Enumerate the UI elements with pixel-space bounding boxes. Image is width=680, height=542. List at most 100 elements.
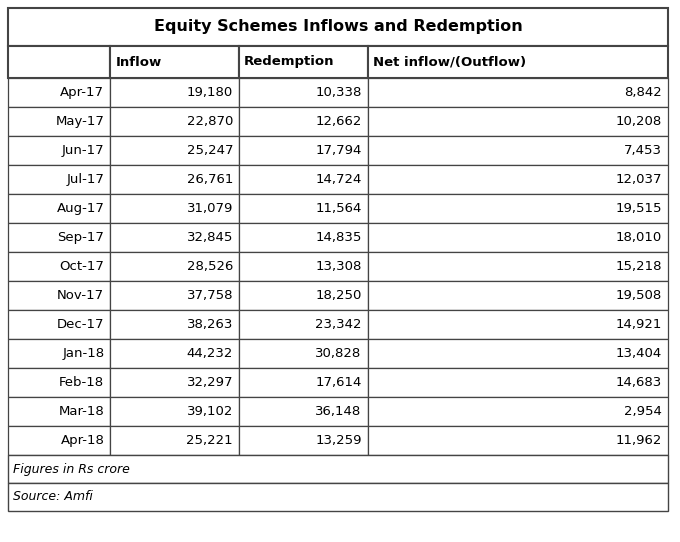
Bar [110,252,239,281]
Bar [368,339,668,368]
Text: 39,102: 39,102 [186,405,233,418]
Bar [368,165,668,194]
Bar [8,368,110,397]
Bar [8,310,110,339]
Text: 38,263: 38,263 [186,318,233,331]
Text: Nov-17: Nov-17 [57,289,104,302]
Bar [239,165,368,194]
Text: 10,208: 10,208 [616,115,662,128]
Bar [8,107,110,136]
Bar [8,223,110,252]
Bar [239,194,368,223]
Text: Aug-17: Aug-17 [56,202,104,215]
Bar [110,78,239,107]
Bar [239,426,368,455]
Text: 13,259: 13,259 [316,434,362,447]
Bar [8,136,110,165]
Bar [368,78,668,107]
Text: 36,148: 36,148 [316,405,362,418]
Text: 32,297: 32,297 [186,376,233,389]
Bar [368,310,668,339]
Text: May-17: May-17 [56,115,104,128]
Bar [239,223,368,252]
Bar [8,8,668,46]
Text: 11,962: 11,962 [615,434,662,447]
Text: 31,079: 31,079 [186,202,233,215]
Bar [110,107,239,136]
Text: 22,870: 22,870 [186,115,233,128]
Text: 12,037: 12,037 [615,173,662,186]
Text: Net inflow/(Outflow): Net inflow/(Outflow) [373,55,526,68]
Bar [368,281,668,310]
Text: Dec-17: Dec-17 [57,318,104,331]
Text: 14,835: 14,835 [316,231,362,244]
Bar [239,78,368,107]
Bar [110,194,239,223]
Bar [368,252,668,281]
Bar [368,46,668,78]
Bar [239,310,368,339]
Bar [8,46,110,78]
Text: Sep-17: Sep-17 [57,231,104,244]
Text: Jun-17: Jun-17 [62,144,104,157]
Text: 19,508: 19,508 [616,289,662,302]
Text: 30,828: 30,828 [316,347,362,360]
Text: 19,180: 19,180 [187,86,233,99]
Text: 28,526: 28,526 [186,260,233,273]
Bar [8,78,110,107]
Text: 18,250: 18,250 [316,289,362,302]
Bar [239,339,368,368]
Text: Mar-18: Mar-18 [58,405,104,418]
Text: 25,221: 25,221 [186,434,233,447]
Bar [239,136,368,165]
Bar [368,368,668,397]
Bar [110,339,239,368]
Bar [368,107,668,136]
Bar [8,165,110,194]
Bar [8,397,110,426]
Text: Redemption: Redemption [244,55,335,68]
Text: 11,564: 11,564 [316,202,362,215]
Bar [239,107,368,136]
Bar [110,281,239,310]
Text: Feb-18: Feb-18 [59,376,104,389]
Bar [239,397,368,426]
Bar [368,426,668,455]
Bar [368,136,668,165]
Text: 17,794: 17,794 [316,144,362,157]
Bar [110,223,239,252]
Text: 14,724: 14,724 [316,173,362,186]
Bar [239,281,368,310]
Text: Jan-18: Jan-18 [62,347,104,360]
Bar [368,397,668,426]
Text: 37,758: 37,758 [186,289,233,302]
Bar [8,455,668,483]
Bar [110,165,239,194]
Text: 13,404: 13,404 [616,347,662,360]
Bar [8,194,110,223]
Text: 10,338: 10,338 [316,86,362,99]
Bar [8,483,668,511]
Bar [8,252,110,281]
Bar [368,223,668,252]
Bar [8,281,110,310]
Text: Jul-17: Jul-17 [67,173,104,186]
Text: Equity Schemes Inflows and Redemption: Equity Schemes Inflows and Redemption [154,20,522,35]
Bar [110,368,239,397]
Bar [8,339,110,368]
Text: 44,232: 44,232 [186,347,233,360]
Text: 2,954: 2,954 [624,405,662,418]
Text: Apr-17: Apr-17 [61,86,104,99]
Text: 19,515: 19,515 [615,202,662,215]
Text: 13,308: 13,308 [316,260,362,273]
Text: 12,662: 12,662 [316,115,362,128]
Text: 14,683: 14,683 [616,376,662,389]
Bar [110,397,239,426]
Text: 17,614: 17,614 [316,376,362,389]
Bar [239,252,368,281]
Bar [239,368,368,397]
Text: Inflow: Inflow [116,55,162,68]
Bar [110,136,239,165]
Text: Oct-17: Oct-17 [59,260,104,273]
Text: 18,010: 18,010 [616,231,662,244]
